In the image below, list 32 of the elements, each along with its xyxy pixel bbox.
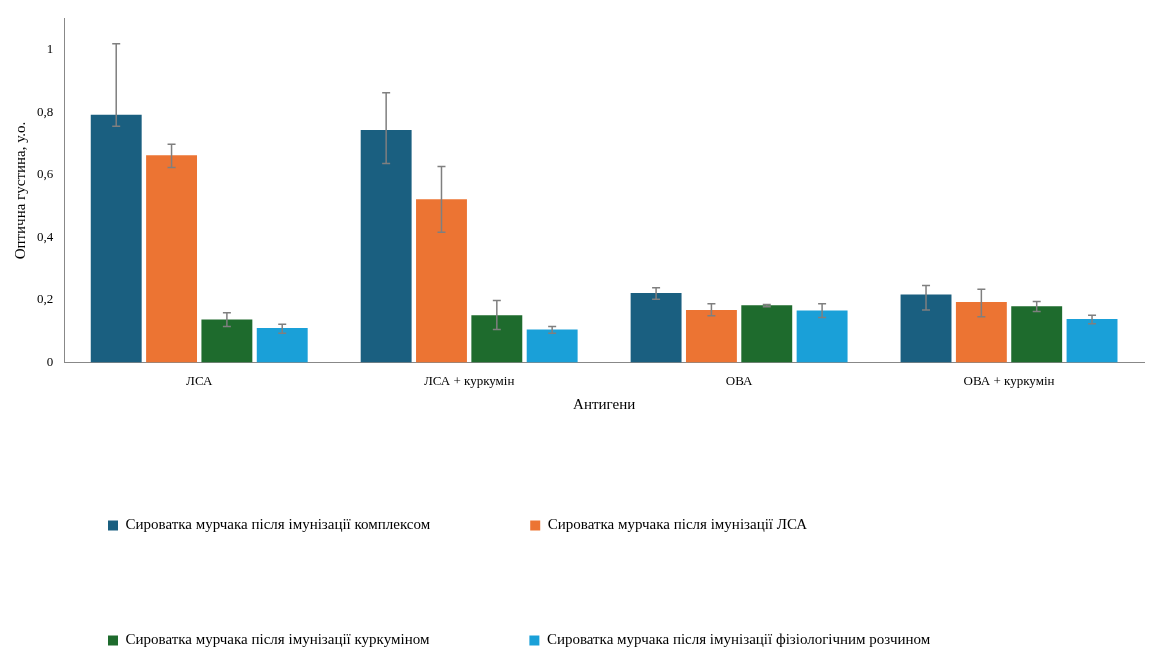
bar (1066, 318, 1118, 363)
bar (416, 199, 467, 363)
legend-label: Сироватка мурчака після імунізації ЛСА (547, 516, 808, 533)
bar (146, 155, 198, 363)
bar (741, 305, 793, 363)
bar (90, 114, 142, 363)
bar (526, 329, 578, 363)
x-tick-label: ОВА (725, 372, 754, 388)
bar (955, 302, 1007, 363)
bar (685, 309, 737, 363)
bar (1011, 306, 1063, 363)
x-tick-label: ОВА + куркумін (963, 372, 1055, 388)
y-tick-label: 0,2 (37, 291, 54, 307)
bar (360, 130, 412, 363)
y-tick-label: 0 (46, 353, 54, 369)
bar (256, 328, 308, 363)
y-tick-label: 0,6 (37, 166, 54, 182)
y-tick-label: 0,4 (37, 228, 54, 244)
legend-label: Сироватка мурчака після імунізації комплексом (125, 516, 431, 533)
x-tick-label: ЛСА + куркумін (423, 372, 515, 388)
legend-label: Сироватка мурчака після імунізації куркуміном (125, 631, 430, 648)
y-tick-label: 1 (46, 41, 54, 57)
y-tick-label: 0,8 (37, 103, 54, 119)
bar (796, 310, 848, 363)
x-tick-label: ЛСА (186, 372, 213, 388)
bar (900, 294, 952, 363)
x-axis-title: Антигени (573, 395, 636, 412)
y-axis-title: Оптична густина, у.о. (11, 121, 28, 260)
bar (630, 293, 682, 363)
bar (201, 319, 253, 363)
legend-label: Сироватка мурчака після імунізації фізіологічним розчином (546, 631, 931, 648)
bar (471, 315, 523, 363)
